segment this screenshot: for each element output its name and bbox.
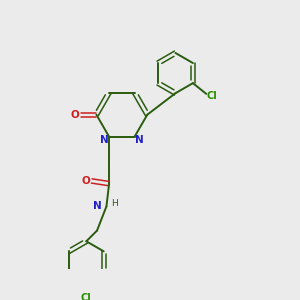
Text: Cl: Cl <box>81 293 92 300</box>
Text: Cl: Cl <box>207 91 218 101</box>
Text: N: N <box>100 135 109 145</box>
Text: H: H <box>111 199 118 208</box>
Text: N: N <box>94 201 102 212</box>
Text: O: O <box>81 176 90 186</box>
Text: O: O <box>70 110 79 120</box>
Text: N: N <box>135 135 144 145</box>
